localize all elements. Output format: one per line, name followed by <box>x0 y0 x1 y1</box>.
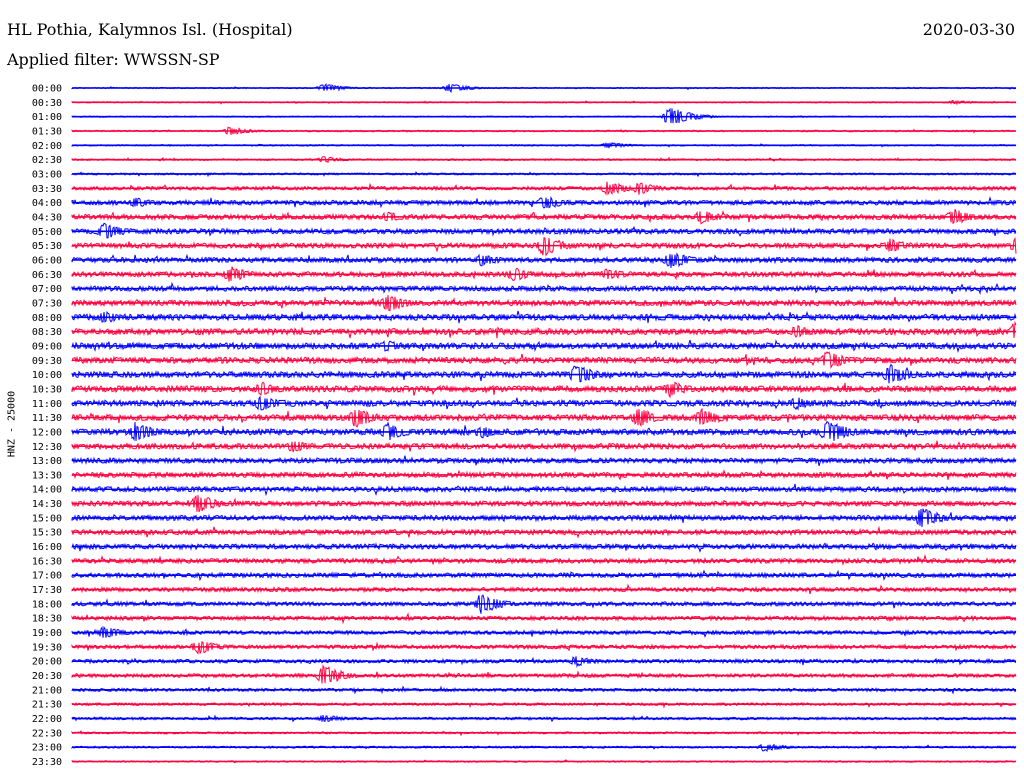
row-time-label: 03:30 <box>32 184 62 195</box>
row-time-label: 02:30 <box>32 155 62 166</box>
row-time-label: 15:30 <box>32 528 62 539</box>
row-time-label: 05:30 <box>32 241 62 252</box>
row-time-label: 09:00 <box>32 341 62 352</box>
row-time-label: 05:00 <box>32 227 62 238</box>
trace-line <box>71 236 1017 257</box>
row-time-label: 00:00 <box>32 84 62 95</box>
row-time-label: 11:00 <box>32 399 62 410</box>
trace-line <box>71 107 1017 124</box>
row-time-label: 22:30 <box>32 728 62 739</box>
row-time-label: 08:00 <box>32 313 62 324</box>
row-time-label: 16:30 <box>32 556 62 567</box>
row-time-label: 03:00 <box>32 169 62 180</box>
trace-line <box>71 542 1017 553</box>
row-time-label: 04:00 <box>32 198 62 209</box>
row-time-label: 10:30 <box>32 384 62 395</box>
row-time-label: 04:30 <box>32 212 62 223</box>
row-time-label: 11:30 <box>32 413 62 424</box>
row-time-label: 19:30 <box>32 642 62 653</box>
row-time-label: 16:00 <box>32 542 62 553</box>
trace-line <box>71 420 1017 442</box>
row-time-label: 00:30 <box>32 98 62 109</box>
row-time-label: 06:00 <box>32 255 62 266</box>
row-time-label: 17:00 <box>32 571 62 582</box>
row-time-label: 18:00 <box>32 599 62 610</box>
row-time-label: 13:30 <box>32 470 62 481</box>
filter-label: Applied filter: WWSSN-SP <box>7 50 220 69</box>
trace-line <box>71 320 1017 339</box>
row-time-label: 17:30 <box>32 585 62 596</box>
trace-line <box>71 525 1017 539</box>
row-time-label: 12:30 <box>32 442 62 453</box>
row-time-label: 22:00 <box>32 714 62 725</box>
row-time-label: 23:30 <box>32 757 62 768</box>
row-time-label: 14:00 <box>32 485 62 496</box>
row-time-label: 14:30 <box>32 499 62 510</box>
row-time-label: 08:30 <box>32 327 62 338</box>
row-time-label: 10:00 <box>32 370 62 381</box>
row-time-label: 18:30 <box>32 614 62 625</box>
row-time-label: 07:30 <box>32 298 62 309</box>
row-time-label: 01:00 <box>32 112 62 123</box>
row-time-label: 09:30 <box>32 356 62 367</box>
row-time-label: 01:30 <box>32 126 62 137</box>
row-time-label: 15:00 <box>32 513 62 524</box>
trace-line <box>71 252 1017 268</box>
row-time-label: 12:00 <box>32 427 62 438</box>
date-label: 2020-03-30 <box>922 20 1015 39</box>
row-time-label: 20:30 <box>32 671 62 682</box>
trace-line <box>71 351 1017 370</box>
row-time-label: 20:00 <box>32 657 62 668</box>
row-time-label: 23:00 <box>32 743 62 754</box>
row-time-label: 07:00 <box>32 284 62 295</box>
row-time-label: 21:30 <box>32 700 62 711</box>
row-time-label: 19:00 <box>32 628 62 639</box>
trace-line <box>71 664 1017 684</box>
station-title: HL Pothia, Kalymnos Isl. (Hospital) <box>7 20 293 39</box>
row-time-label: 21:00 <box>32 685 62 696</box>
row-time-label: 02:00 <box>32 141 62 152</box>
row-time-label: 13:00 <box>32 456 62 467</box>
row-time-label: 06:30 <box>32 270 62 281</box>
